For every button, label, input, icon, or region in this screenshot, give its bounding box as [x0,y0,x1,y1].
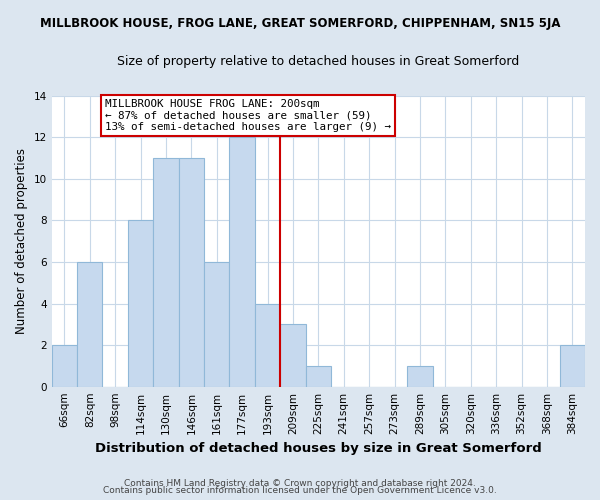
Text: MILLBROOK HOUSE, FROG LANE, GREAT SOMERFORD, CHIPPENHAM, SN15 5JA: MILLBROOK HOUSE, FROG LANE, GREAT SOMERF… [40,18,560,30]
Bar [560,345,585,387]
Text: MILLBROOK HOUSE FROG LANE: 200sqm
← 87% of detached houses are smaller (59)
13% : MILLBROOK HOUSE FROG LANE: 200sqm ← 87% … [105,98,391,132]
Bar [255,304,280,386]
Bar [305,366,331,386]
Bar [204,262,229,386]
Bar [229,137,255,386]
Title: Size of property relative to detached houses in Great Somerford: Size of property relative to detached ho… [117,55,520,68]
Y-axis label: Number of detached properties: Number of detached properties [15,148,28,334]
Text: Contains HM Land Registry data © Crown copyright and database right 2024.: Contains HM Land Registry data © Crown c… [124,478,476,488]
Bar [77,262,103,386]
Bar [280,324,305,386]
Bar [128,220,153,386]
Text: Contains public sector information licensed under the Open Government Licence v3: Contains public sector information licen… [103,486,497,495]
Bar [153,158,179,386]
X-axis label: Distribution of detached houses by size in Great Somerford: Distribution of detached houses by size … [95,442,542,455]
Bar [407,366,433,386]
Bar [52,345,77,387]
Bar [179,158,204,386]
